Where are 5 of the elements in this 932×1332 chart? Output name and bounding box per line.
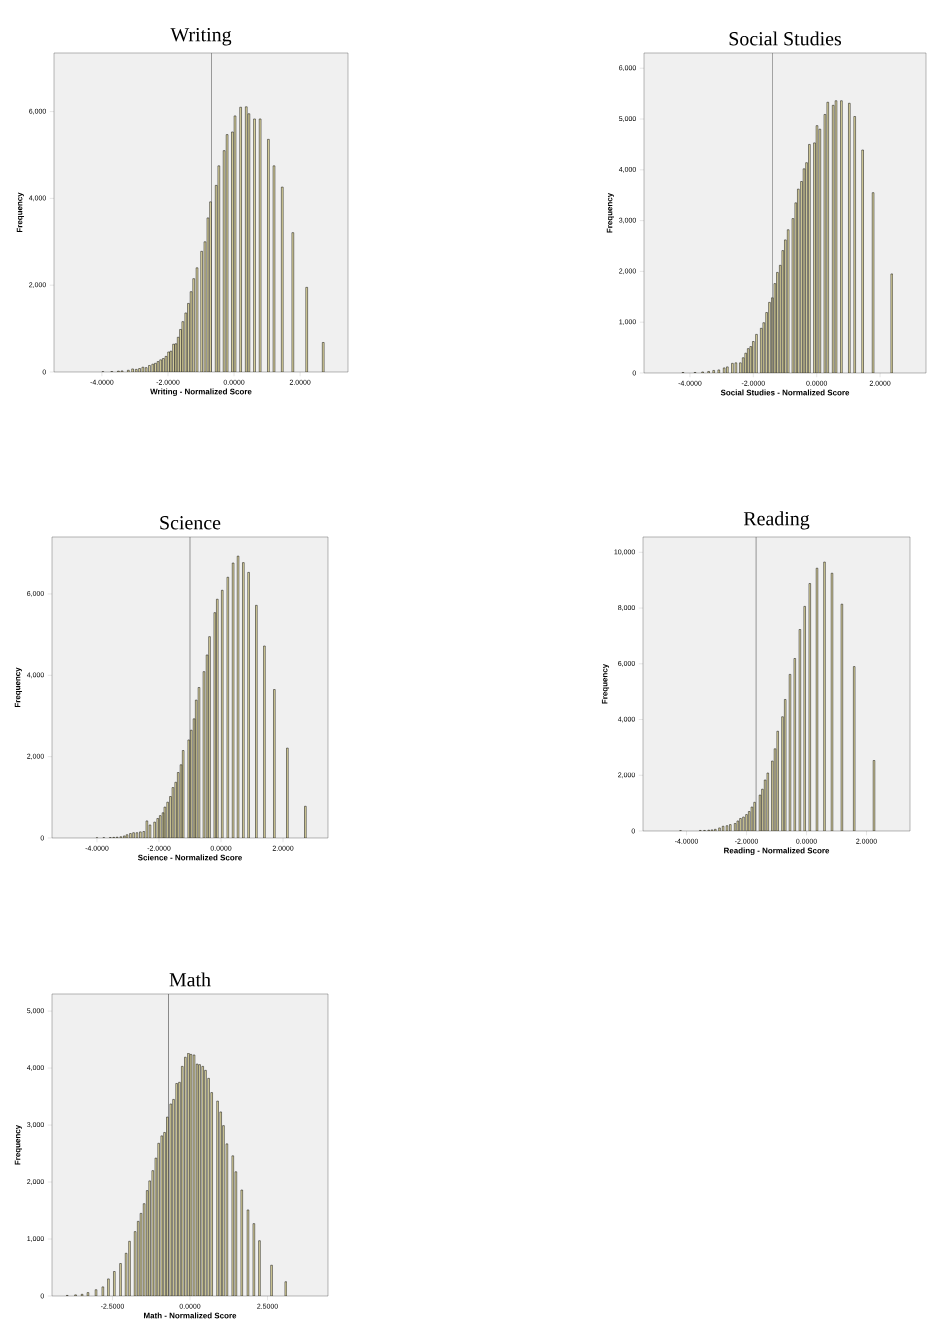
chart-title: Science: [160, 516, 221, 530]
chart-title: Reading: [743, 511, 810, 530]
chart-title: Social Studies: [729, 31, 842, 46]
chart-title: Writing: [170, 28, 232, 46]
chart-title: Math: [169, 972, 211, 987]
